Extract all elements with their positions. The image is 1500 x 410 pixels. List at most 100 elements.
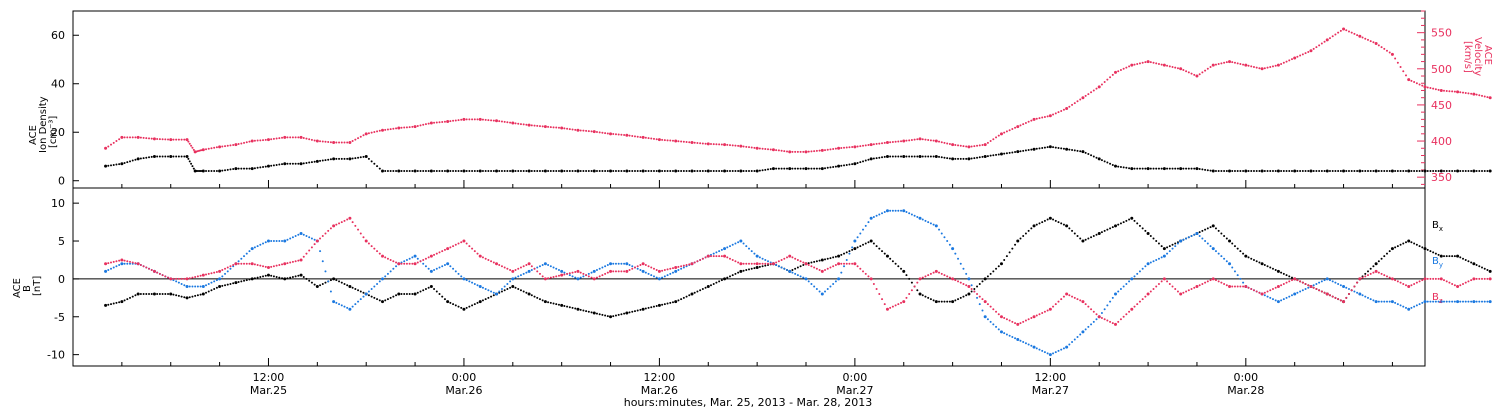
data-point-fill: [1182, 167, 1185, 170]
data-point-fill: [636, 309, 639, 312]
data-point-fill: [514, 286, 517, 289]
data-point: [902, 209, 906, 213]
legend-by: By: [1432, 256, 1443, 269]
data-point: [1179, 292, 1183, 296]
data-point-fill: [145, 266, 148, 269]
data-point-fill: [647, 306, 650, 309]
data-point-fill: [484, 257, 487, 260]
data-point-fill: [696, 141, 699, 144]
data-point-fill: [791, 271, 794, 274]
data-point-fill: [1171, 247, 1174, 250]
data-point-fill: [262, 165, 265, 168]
data-point-fill: [1345, 29, 1348, 32]
data-point-fill: [175, 277, 178, 280]
data-point-fill: [1168, 250, 1171, 253]
data-point-fill: [1258, 261, 1261, 264]
data-point-fill: [927, 221, 930, 224]
top-series-group: [104, 27, 1492, 173]
data-point-fill: [351, 157, 354, 160]
data-point: [1146, 60, 1150, 64]
data-point-fill: [264, 265, 267, 268]
data-point-fill: [791, 150, 794, 153]
data-point-fill: [476, 170, 479, 173]
data-point: [1374, 42, 1378, 46]
data-point: [218, 145, 222, 149]
data-point-fill: [519, 289, 522, 292]
data-point-fill: [598, 267, 601, 270]
data-point-fill: [815, 167, 818, 170]
data-point-fill: [623, 312, 626, 315]
data-point-fill: [563, 170, 566, 173]
data-point-fill: [1356, 281, 1359, 284]
data-point-fill: [289, 261, 292, 264]
data-point-fill: [1168, 282, 1171, 285]
data-point-fill: [1084, 238, 1087, 241]
data-point-fill: [875, 245, 878, 248]
data-point-fill: [745, 262, 748, 265]
data-point-fill: [164, 275, 167, 278]
data-point-fill: [281, 163, 284, 166]
data-point-fill: [272, 164, 275, 167]
data-point-fill: [1443, 279, 1446, 282]
data-point-fill: [859, 245, 862, 248]
data-point-fill: [644, 170, 647, 173]
data-point-fill: [1258, 67, 1261, 70]
data-point-fill: [1076, 335, 1079, 338]
data-point-fill: [590, 311, 593, 314]
data-point-fill: [259, 166, 262, 169]
data-point-fill: [362, 295, 365, 298]
data-point-fill: [506, 282, 509, 285]
data-point-fill: [1255, 260, 1258, 263]
data-point-fill: [652, 267, 655, 270]
data-point-fill: [1475, 277, 1478, 280]
data-point-fill: [606, 271, 609, 274]
data-point-fill: [1402, 170, 1405, 173]
data-point-fill: [522, 265, 525, 268]
data-point-fill: [1247, 170, 1250, 173]
data-point: [413, 254, 417, 258]
data-point: [478, 284, 482, 288]
data-point-fill: [134, 136, 137, 139]
data-point-fill: [525, 291, 528, 294]
data-point-fill: [995, 310, 998, 313]
data-point-fill: [262, 265, 265, 268]
data-point: [169, 154, 173, 158]
data-point-fill: [1027, 149, 1030, 152]
data-point-fill: [780, 266, 783, 269]
data-point-fill: [1394, 57, 1397, 60]
data-point: [332, 300, 336, 304]
data-point: [266, 138, 270, 142]
data-point-fill: [1119, 222, 1122, 225]
data-point-fill: [354, 303, 357, 306]
data-point-fill: [142, 265, 145, 268]
data-point-fill: [457, 305, 460, 308]
data-point: [1097, 231, 1101, 235]
data-point-fill: [775, 264, 778, 267]
data-point-fill: [973, 145, 976, 148]
data-point-fill: [1043, 310, 1046, 313]
data-point-fill: [970, 145, 973, 148]
data-point-fill: [579, 271, 582, 274]
data-point-fill: [1356, 170, 1359, 173]
data-point-fill: [777, 167, 780, 170]
data-point: [1423, 247, 1427, 251]
data-point-fill: [981, 144, 984, 147]
data-point-fill: [813, 150, 816, 153]
data-point-fill: [454, 243, 457, 246]
data-point-fill: [192, 167, 195, 170]
data-point-fill: [1388, 300, 1391, 303]
data-point-fill: [1475, 264, 1478, 267]
data-point-fill: [563, 273, 566, 276]
data-point-fill: [172, 277, 175, 280]
data-point-fill: [997, 313, 1000, 316]
data-point: [527, 292, 531, 296]
data-point-fill: [585, 274, 588, 277]
data-point-fill: [948, 243, 951, 246]
data-point-fill: [1076, 234, 1079, 237]
top-panel-frame: [72, 10, 1426, 189]
data-point-fill: [272, 275, 275, 278]
data-point-fill: [571, 128, 574, 131]
data-point-fill: [1052, 113, 1055, 116]
data-point-fill: [1426, 170, 1429, 173]
data-point-fill: [324, 140, 327, 143]
